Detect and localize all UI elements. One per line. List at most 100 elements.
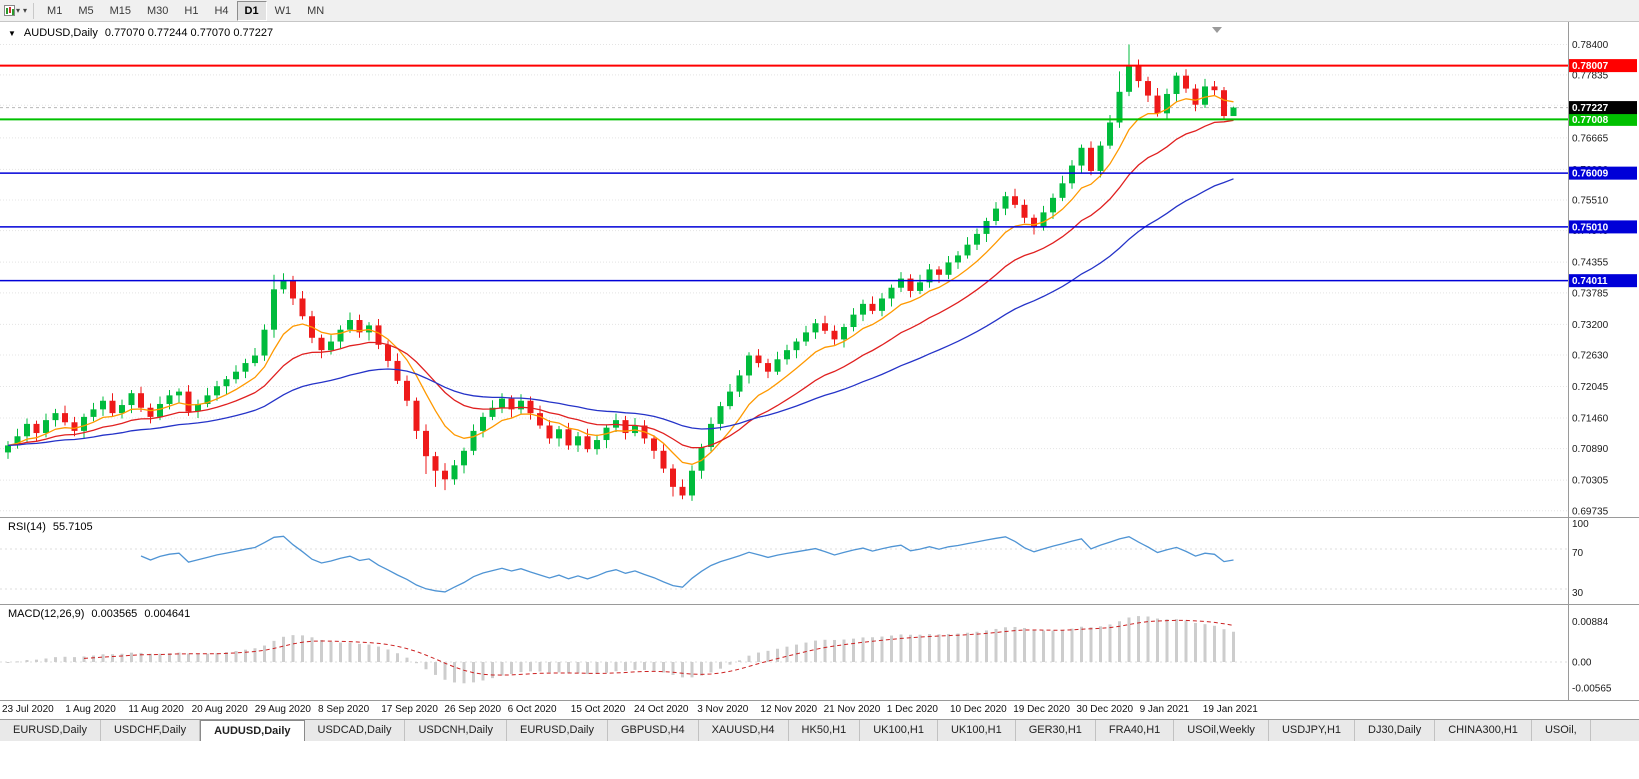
- timeframe-button-mn[interactable]: MN: [307, 4, 325, 17]
- macd-bar: [700, 662, 703, 676]
- candle-body: [1135, 65, 1142, 82]
- chart-tab-ger30-h1[interactable]: GER30,H1: [1015, 720, 1096, 741]
- chart-tab-usoil-weekly[interactable]: USOil,Weekly: [1174, 720, 1269, 741]
- candle-body: [850, 314, 857, 328]
- macd-bar: [462, 662, 466, 684]
- candle-body: [879, 298, 885, 311]
- ma-line-40: [7, 178, 1234, 447]
- candle-body: [822, 323, 828, 331]
- chart-tab-uk100-h1[interactable]: UK100,H1: [860, 720, 938, 741]
- macd-bar: [538, 662, 542, 672]
- chart-menu-icon[interactable]: ▼: [8, 28, 16, 38]
- macd-signal-line: [83, 619, 1234, 676]
- chart-tab-hk50-h1[interactable]: HK50,H1: [788, 720, 861, 741]
- timeframe-button-d1[interactable]: D1: [236, 0, 267, 21]
- chart-tab-fra40-h1[interactable]: FRA40,H1: [1095, 720, 1175, 741]
- chart-tab-gbpusd-h4[interactable]: GBPUSD,H4: [608, 720, 699, 741]
- macd-bar: [111, 654, 114, 662]
- candle-body: [71, 422, 78, 431]
- chart-canvas[interactable]: 0.784000.778350.772700.766650.760800.755…: [0, 0, 1639, 719]
- chart-tab-usdcad-daily[interactable]: USDCAD,Daily: [304, 720, 406, 741]
- chart-tab-china300-h1[interactable]: CHINA300,H1: [1435, 720, 1532, 741]
- candle-body: [717, 406, 724, 424]
- macd-bar: [548, 662, 551, 673]
- macd-bar: [35, 659, 38, 662]
- candle-body: [1002, 196, 1009, 209]
- chart-tab-bar: EURUSD,Daily USDCHF,Daily AUDUSD,Daily USDC…: [0, 719, 1639, 741]
- price-axis-label: 0.72630: [1572, 350, 1609, 361]
- chart-tab-usdjpy-h1[interactable]: USDJPY,H1: [1268, 720, 1356, 741]
- macd-bar: [130, 652, 133, 662]
- candle-body: [185, 391, 192, 412]
- macd-bar: [1013, 626, 1017, 662]
- macd-histogram: [6, 616, 1235, 684]
- price-axis-label: 0.70305: [1572, 476, 1609, 487]
- macd-bar: [994, 628, 998, 662]
- macd-bar: [234, 651, 238, 662]
- macd-bar: [187, 653, 190, 662]
- chart-windows-icon[interactable]: ▾: [4, 5, 20, 16]
- macd-bar: [73, 657, 76, 662]
- timeframe-button-w1[interactable]: W1: [274, 4, 292, 17]
- candle-body: [138, 393, 144, 408]
- candle-body: [1126, 65, 1132, 92]
- timeframes-dropdown-icon[interactable]: ▾: [23, 6, 27, 15]
- candle-body: [1221, 90, 1227, 117]
- macd-bar: [823, 639, 827, 662]
- macd-bar: [880, 636, 884, 662]
- rsi-line: [140, 535, 1234, 593]
- candles: [5, 44, 1237, 501]
- macd-bar: [443, 662, 447, 680]
- candle-body: [1050, 197, 1056, 213]
- timeframe-button-m5[interactable]: M5: [78, 4, 94, 17]
- macd-bar: [738, 660, 741, 662]
- macd-bar: [595, 662, 599, 674]
- chart-tab-usdcnh-daily[interactable]: USDCNH,Daily: [405, 720, 508, 741]
- chart-shift-marker[interactable]: [1212, 27, 1222, 33]
- price-axis-label: 0.75510: [1572, 195, 1609, 206]
- candle-body: [860, 303, 866, 315]
- macd-bar: [757, 652, 760, 662]
- macd-bar: [937, 634, 941, 662]
- chart-tab-eurusd-daily[interactable]: EURUSD,Daily: [0, 720, 101, 741]
- candle-body: [527, 400, 534, 414]
- candle-body: [907, 278, 914, 291]
- macd-bar: [814, 640, 817, 662]
- chart-tab-eurusd-daily[interactable]: EURUSD,Daily: [507, 720, 608, 741]
- macd-bar: [861, 637, 865, 662]
- candle-body: [964, 244, 971, 256]
- candle-body: [1230, 107, 1237, 117]
- chart-tab-audusd-daily[interactable]: AUDUSD,Daily: [200, 720, 305, 741]
- ma-line-18: [7, 119, 1234, 449]
- svg-text:0.77227: 0.77227: [1572, 103, 1609, 114]
- candle-body: [1088, 147, 1094, 171]
- candle-body: [1078, 147, 1085, 166]
- chart-tab-uk100-h1[interactable]: UK100,H1: [937, 720, 1016, 741]
- chart-tab-xauusd-h4[interactable]: XAUUSD,H4: [698, 720, 789, 741]
- candle-body: [109, 400, 116, 414]
- timeframe-button-m1[interactable]: M1: [47, 4, 63, 17]
- candle-body: [252, 355, 258, 364]
- macd-bar: [909, 634, 912, 662]
- level-price-badge: 0.75010: [1569, 220, 1637, 234]
- chart-tab-usdchf-daily[interactable]: USDCHF,Daily: [100, 720, 201, 741]
- macd-bar: [481, 662, 485, 681]
- macd-bar: [624, 662, 627, 671]
- timeframe-button-m15[interactable]: M15: [109, 4, 131, 17]
- timeframe-button-h1[interactable]: H1: [184, 4, 199, 17]
- candle-body: [290, 280, 296, 299]
- macd-bar: [709, 662, 713, 673]
- chevron-down-icon: ▾: [23, 6, 28, 15]
- macd-bar: [1108, 624, 1112, 662]
- macd-bar: [1004, 627, 1007, 662]
- macd-bar: [890, 635, 893, 662]
- candle-body: [1116, 91, 1123, 123]
- candle-body: [195, 403, 201, 412]
- chart-tab-usoil-[interactable]: USOil,: [1531, 720, 1591, 741]
- macd-bar: [966, 632, 969, 662]
- chart-tab-dj30-daily[interactable]: DJ30,Daily: [1355, 720, 1436, 741]
- candle-body: [233, 371, 239, 380]
- macd-bar: [681, 662, 684, 678]
- timeframe-button-h4[interactable]: H4: [214, 4, 229, 17]
- timeframe-button-m30[interactable]: M30: [147, 4, 169, 17]
